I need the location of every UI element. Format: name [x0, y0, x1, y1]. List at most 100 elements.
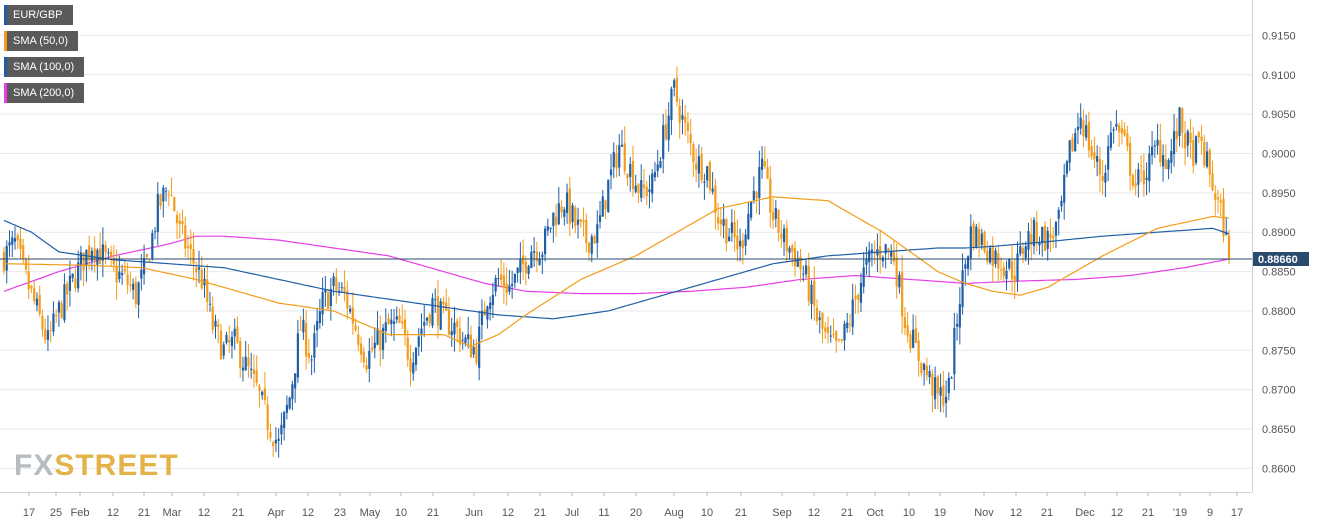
- candle: [327, 288, 330, 310]
- candle: [994, 247, 997, 268]
- candle-body: [1068, 140, 1071, 163]
- candle: [508, 269, 511, 295]
- legend-item-eurgbp[interactable]: EUR/GBP: [4, 5, 73, 25]
- candle: [1216, 189, 1220, 214]
- candle: [563, 206, 566, 226]
- candle-body: [217, 324, 220, 328]
- candle-body: [884, 244, 887, 254]
- candle: [890, 244, 893, 265]
- candle-body: [966, 256, 970, 269]
- current-price-tag: 0.88660: [0, 251, 1309, 266]
- candle-body: [656, 164, 659, 171]
- candle-body: [653, 172, 657, 178]
- candle-body: [362, 351, 365, 363]
- candle-body: [587, 242, 591, 253]
- legend-item-sma-200[interactable]: SMA (200,0): [4, 83, 85, 103]
- x-tick-label: 12: [808, 507, 820, 519]
- candle: [931, 369, 934, 413]
- candle-body: [134, 281, 137, 305]
- candle-body: [928, 371, 931, 378]
- candle: [604, 199, 607, 220]
- candle-body: [980, 233, 983, 245]
- candle: [541, 251, 544, 275]
- candle: [1005, 260, 1008, 291]
- candle: [1156, 123, 1159, 155]
- candle: [689, 118, 692, 156]
- candle-body: [299, 329, 302, 331]
- candle-body: [1164, 159, 1167, 170]
- sma-100-line: [3, 219, 1230, 320]
- candle-body: [1203, 141, 1206, 166]
- candle-body: [994, 250, 997, 265]
- candle: [568, 176, 571, 237]
- candle: [557, 186, 560, 226]
- candle-body: [82, 252, 85, 271]
- candle: [1186, 129, 1189, 157]
- candle: [11, 231, 14, 258]
- candle-body: [851, 299, 854, 328]
- candle: [236, 316, 239, 345]
- candle-body: [511, 283, 514, 286]
- candle: [101, 227, 104, 278]
- candle: [1219, 193, 1222, 217]
- candle-body: [313, 333, 316, 358]
- candle: [585, 213, 588, 253]
- candle-body: [730, 222, 733, 233]
- candle-body: [681, 115, 684, 120]
- candle: [134, 276, 137, 309]
- candle: [837, 338, 841, 343]
- candle: [782, 224, 786, 256]
- candle-body: [258, 386, 261, 391]
- x-tick-label: '19: [1173, 507, 1187, 519]
- candle-body: [903, 317, 906, 329]
- candle: [151, 229, 154, 261]
- candle-body: [151, 233, 154, 259]
- y-axis: 0.8600 0.8650 0.8700 0.8750 0.8800 0.8850 0.89…: [0, 0, 1296, 493]
- candle: [766, 158, 769, 180]
- candle: [865, 246, 868, 275]
- candle: [104, 240, 107, 265]
- x-tick-label: 9: [1207, 507, 1213, 519]
- candle-body: [1148, 153, 1151, 182]
- candle: [1096, 145, 1099, 177]
- x-tick-label: Apr: [267, 507, 284, 519]
- candle: [587, 242, 591, 262]
- candle-body: [219, 330, 223, 360]
- candle: [1115, 110, 1118, 131]
- x-tick-label: 19: [934, 507, 946, 519]
- candle-body: [802, 273, 805, 275]
- candle-body: [214, 320, 217, 327]
- candle-body: [934, 377, 937, 400]
- candle-body: [1002, 267, 1005, 277]
- candle: [1068, 140, 1071, 172]
- candle-body: [711, 188, 714, 192]
- candle-body: [420, 328, 423, 336]
- candle-body: [447, 309, 451, 335]
- candle-body: [760, 158, 764, 170]
- candle: [917, 332, 920, 377]
- candle: [497, 267, 500, 286]
- candle: [870, 243, 874, 267]
- candle-body: [1071, 138, 1074, 152]
- candle-body: [85, 249, 88, 267]
- candle: [560, 200, 563, 218]
- candle: [799, 248, 802, 283]
- current-price-badge: [1253, 251, 1309, 266]
- candle-body: [961, 270, 964, 308]
- candle-body: [1109, 132, 1112, 148]
- candle: [321, 277, 324, 326]
- candle: [582, 207, 585, 237]
- candle-body: [305, 322, 308, 357]
- legend-item-sma-50[interactable]: SMA (50,0): [4, 31, 79, 51]
- candle-body: [175, 215, 179, 224]
- candle-body: [1101, 175, 1104, 181]
- candle-body: [461, 339, 464, 341]
- candle-body: [719, 219, 722, 225]
- candle-body: [579, 219, 582, 222]
- candle-body: [153, 231, 157, 233]
- candle: [436, 280, 440, 339]
- candle: [131, 278, 135, 300]
- candle-body: [491, 294, 495, 306]
- candle-body: [774, 208, 777, 219]
- legend-item-sma-100[interactable]: SMA (100,0): [4, 57, 85, 77]
